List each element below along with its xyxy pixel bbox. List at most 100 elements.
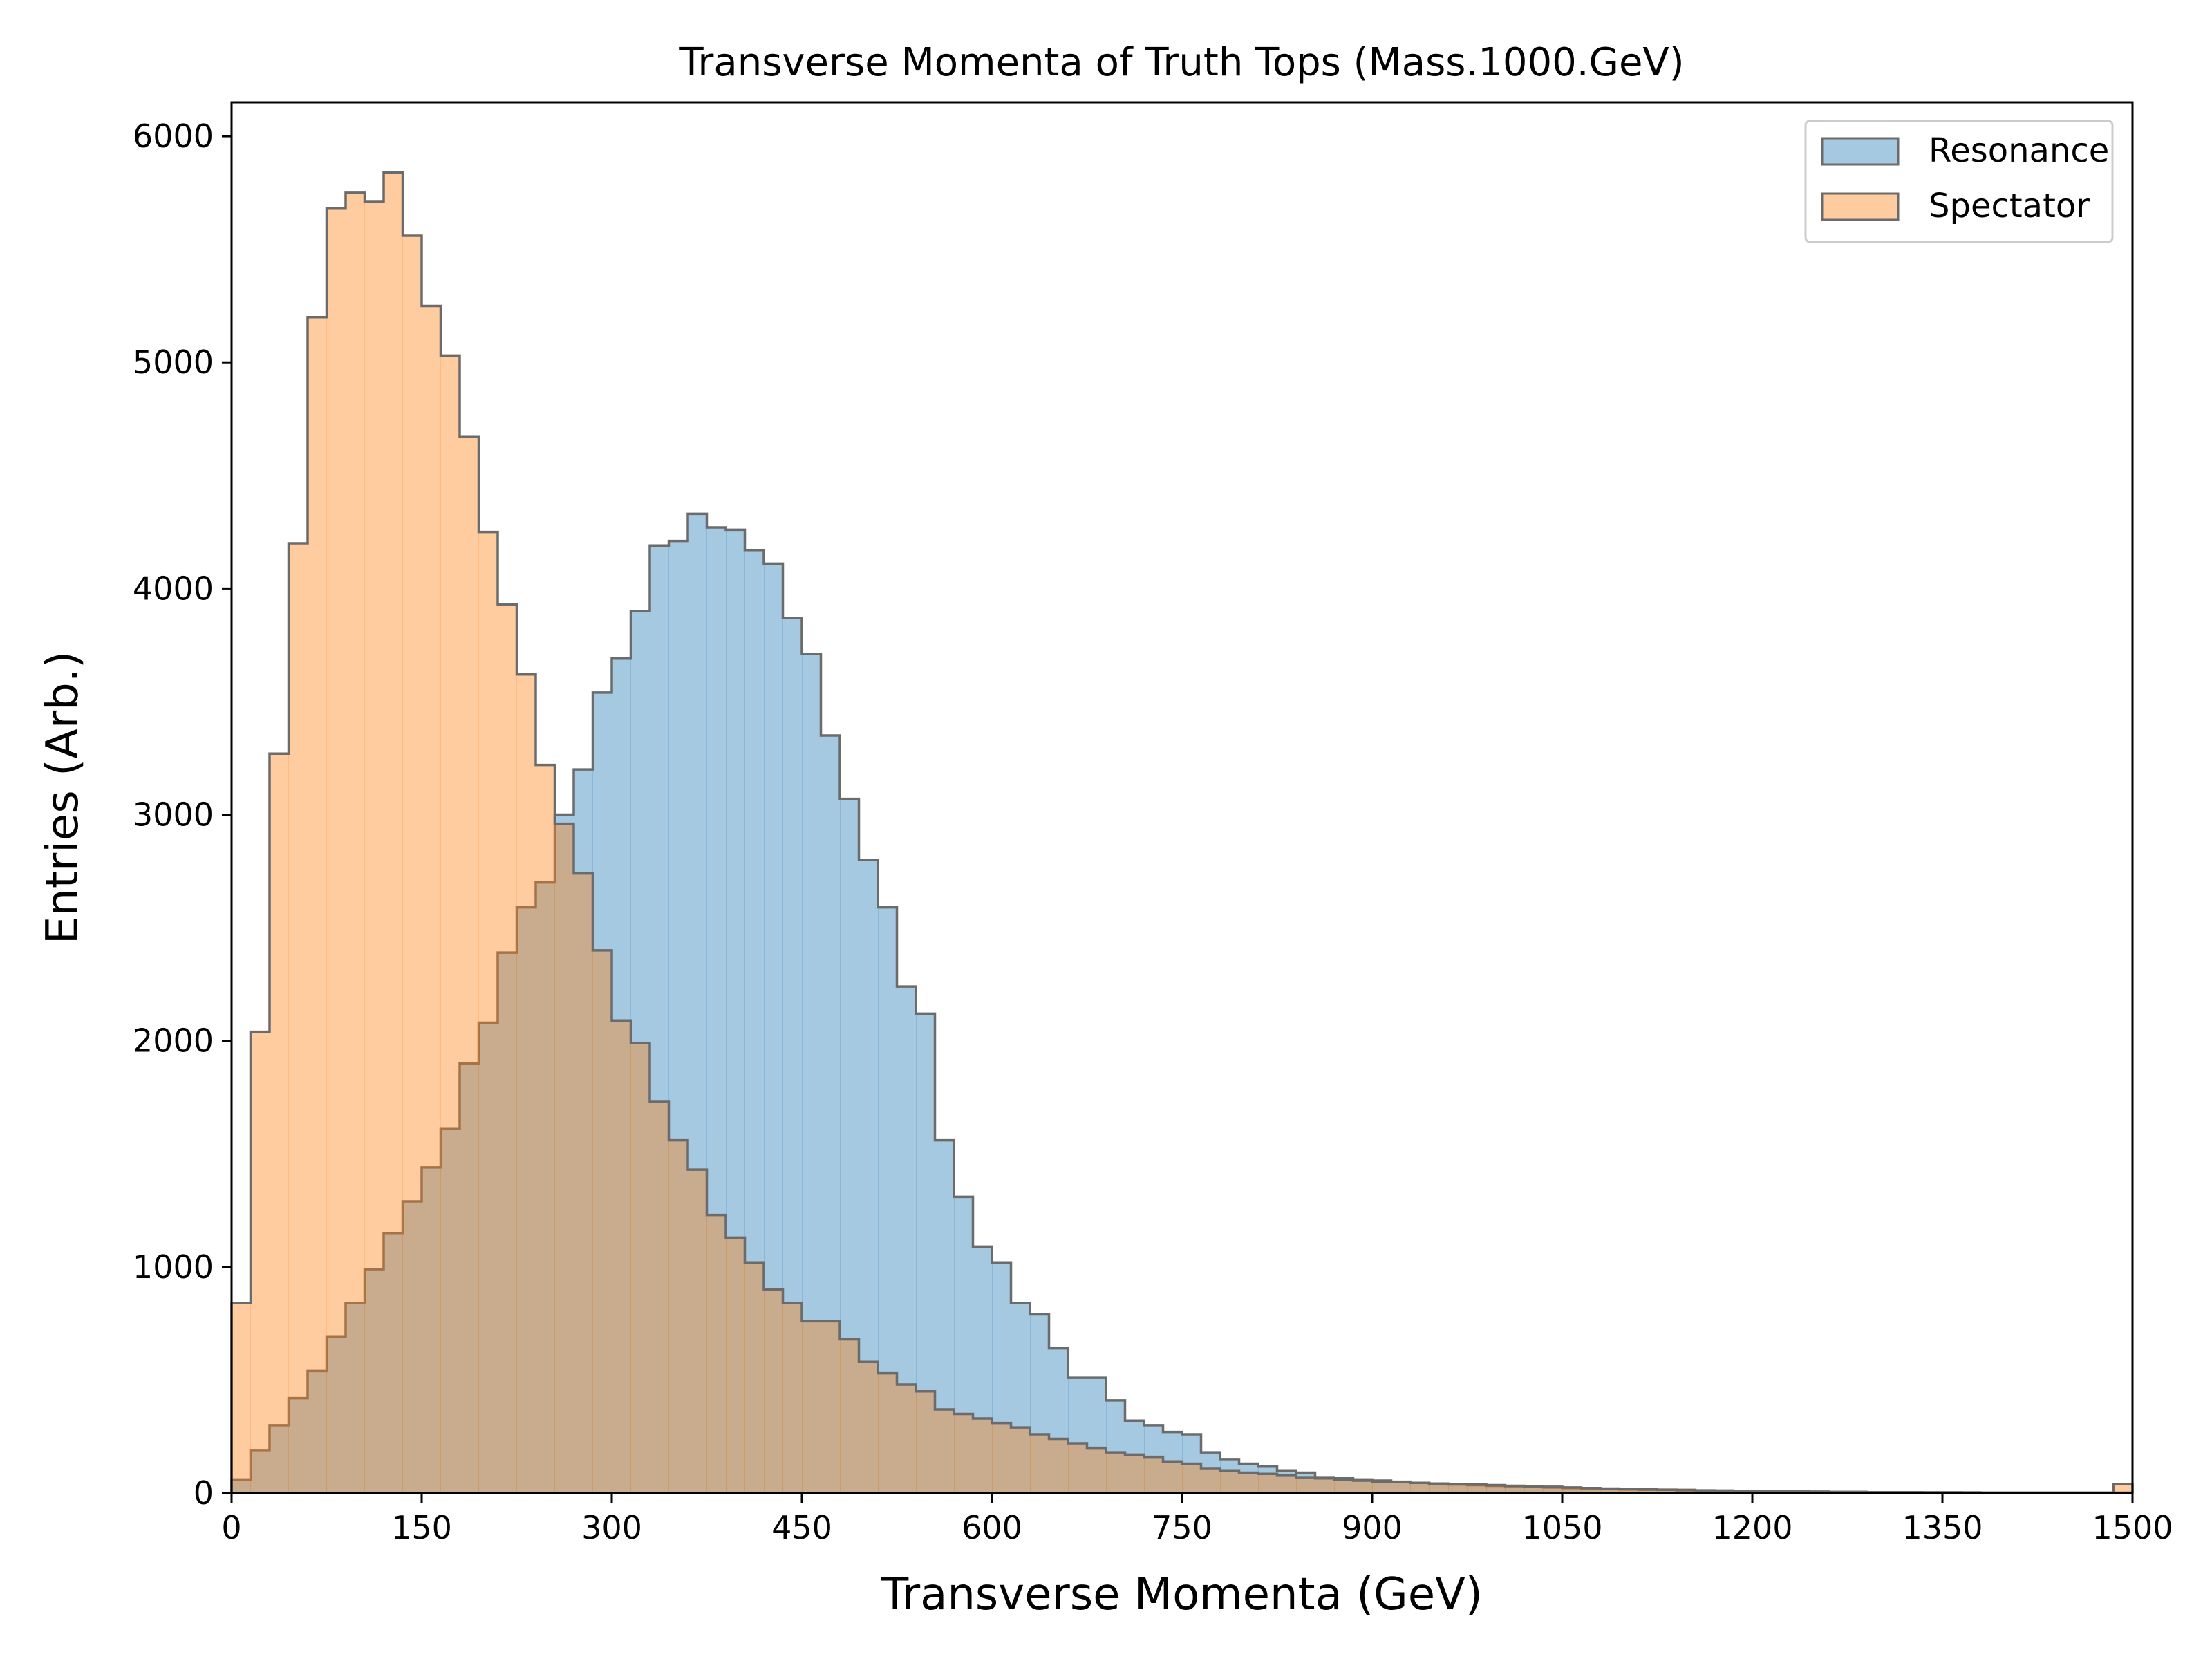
y-tick-label: 6000	[133, 118, 214, 155]
bar-spectator-15	[516, 674, 536, 1493]
bar-spectator-70	[1562, 1487, 1582, 1493]
bar-resonance-14	[498, 953, 517, 1493]
bar-spectator-66	[1486, 1485, 1506, 1493]
bar-resonance-62	[1410, 1483, 1430, 1493]
bar-resonance-36	[916, 1013, 935, 1493]
bar-resonance-8	[384, 1232, 403, 1493]
x-tick-label: 1350	[1902, 1509, 1983, 1546]
bar-resonance-43	[1049, 1348, 1069, 1493]
y-tick-label: 3000	[133, 796, 214, 834]
bar-spectator-2	[270, 753, 289, 1493]
bar-spectator-36	[916, 1391, 935, 1493]
bar-spectator-1	[250, 1031, 270, 1493]
x-tick-label: 1050	[1521, 1509, 1602, 1546]
bar-resonance-32	[840, 798, 859, 1493]
y-tick-label: 2000	[133, 1022, 214, 1060]
series-resonance	[230, 512, 2134, 1494]
x-tick-label: 0	[221, 1509, 241, 1546]
bar-resonance-12	[460, 1063, 479, 1493]
bar-resonance-75	[1657, 1490, 1677, 1493]
bar-spectator-21	[630, 1042, 650, 1493]
bar-spectator-51	[1201, 1468, 1221, 1493]
plot-frame	[230, 101, 2134, 1494]
bar-spectator-60	[1372, 1481, 1391, 1493]
bar-spectator-71	[1581, 1488, 1601, 1493]
bar-resonance-4	[308, 1371, 327, 1493]
bar-resonance-3	[288, 1398, 308, 1493]
bar-resonance-29	[782, 617, 803, 1494]
bar-resonance-11	[440, 1129, 460, 1493]
legend-swatch-resonance	[1821, 137, 1900, 166]
bar-spectator-40	[992, 1423, 1011, 1493]
legend-label-spectator: Spectator	[1929, 187, 2090, 225]
bar-resonance-69	[1543, 1487, 1563, 1493]
bar-spectator-29	[782, 1303, 803, 1493]
bar-resonance-5	[326, 1337, 346, 1493]
bar-resonance-17	[554, 814, 574, 1493]
bar-spectator-33	[859, 1362, 879, 1493]
bar-resonance-33	[859, 859, 879, 1493]
bar-resonance-61	[1391, 1481, 1411, 1493]
bar-resonance-1	[250, 1450, 270, 1493]
bar-spectator-57	[1315, 1478, 1335, 1493]
bar-resonance-25	[706, 527, 727, 1493]
bar-spectator-77	[1695, 1490, 1715, 1493]
bar-spectator-8	[384, 172, 403, 1494]
bar-spectator-41	[1011, 1427, 1031, 1493]
bar-resonance-0	[232, 1479, 251, 1493]
bar-spectator-48	[1144, 1456, 1163, 1493]
bar-resonance-67	[1505, 1486, 1525, 1493]
x-tick-label: 300	[581, 1509, 642, 1546]
bar-spectator-74	[1638, 1489, 1658, 1493]
bar-spectator-49	[1163, 1461, 1183, 1493]
bar-spectator-61	[1391, 1482, 1411, 1493]
bar-spectator-69	[1543, 1486, 1563, 1493]
bar-resonance-31	[821, 735, 841, 1493]
bar-resonance-42	[1030, 1314, 1049, 1493]
bar-resonance-30	[802, 654, 821, 1494]
bar-resonance-71	[1581, 1488, 1601, 1493]
bar-resonance-34	[878, 907, 897, 1493]
bar-spectator-12	[460, 437, 479, 1493]
bar-resonance-18	[574, 769, 593, 1493]
bar-resonance-65	[1467, 1485, 1487, 1493]
bar-resonance-10	[422, 1167, 441, 1493]
outline-spectator	[230, 171, 2134, 1494]
bar-spectator-7	[364, 201, 384, 1493]
bar-spectator-75	[1657, 1490, 1677, 1493]
bar-spectator-46	[1106, 1452, 1125, 1493]
bar-spectator-27	[744, 1262, 765, 1493]
bar-resonance-60	[1372, 1481, 1391, 1493]
bar-spectator-0	[232, 1303, 251, 1493]
bar-spectator-24	[688, 1170, 707, 1493]
legend-swatch-spectator	[1821, 192, 1900, 221]
histogram-bars	[230, 171, 2134, 1494]
bar-resonance-9	[402, 1201, 422, 1493]
bar-resonance-73	[1619, 1489, 1639, 1493]
bar-spectator-35	[897, 1384, 917, 1493]
bar-resonance-38	[954, 1197, 973, 1493]
bar-resonance-45	[1087, 1378, 1107, 1493]
x-tick-label: 150	[391, 1509, 452, 1546]
bar-spectator-65	[1467, 1484, 1487, 1493]
x-tick-label: 1200	[1712, 1509, 1792, 1546]
bar-resonance-64	[1448, 1484, 1468, 1493]
bar-spectator-14	[498, 604, 517, 1493]
bar-spectator-22	[650, 1102, 669, 1493]
bar-spectator-5	[326, 208, 346, 1494]
bar-spectator-76	[1676, 1490, 1696, 1493]
bar-resonance-53	[1239, 1463, 1259, 1493]
bar-resonance-26	[726, 529, 745, 1493]
x-axis-label: Transverse Momenta (GeV)	[881, 1569, 1483, 1620]
legend: Resonance Spectator	[1804, 120, 2114, 243]
x-tick-label: 600	[962, 1509, 1022, 1546]
y-axis-label: Entries (Arb.)	[37, 651, 88, 944]
y-tick-label: 4000	[133, 570, 214, 607]
bar-spectator-54	[1258, 1474, 1277, 1493]
bar-spectator-99	[2113, 1483, 2133, 1493]
bar-spectator-67	[1505, 1485, 1525, 1493]
bar-resonance-28	[764, 563, 783, 1493]
bar-spectator-43	[1049, 1438, 1069, 1493]
bar-spectator-19	[592, 950, 612, 1493]
